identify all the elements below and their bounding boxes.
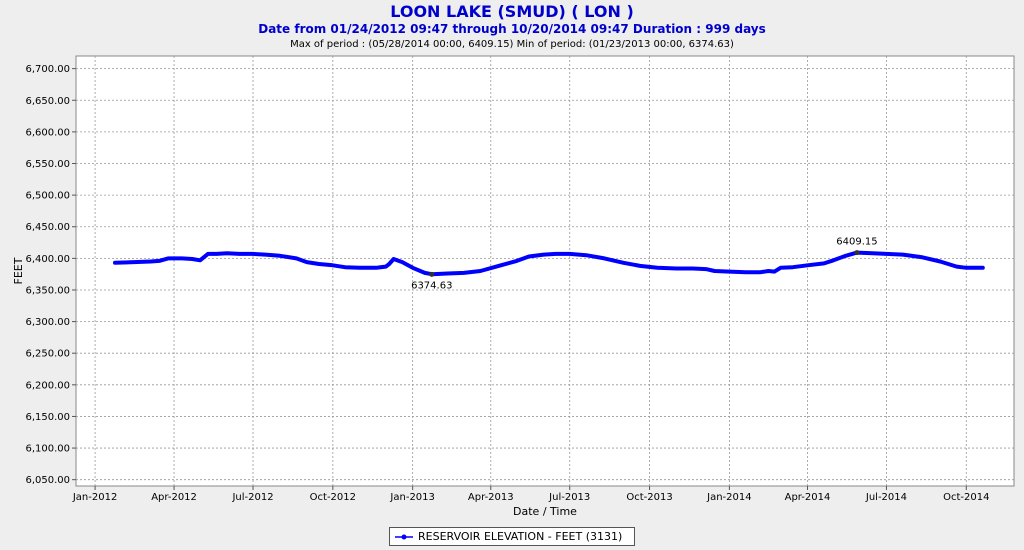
y-tick-label: 6,200.00: [25, 380, 70, 391]
y-tick-label: 6,700.00: [25, 64, 70, 75]
y-tick-label: 6,400.00: [25, 254, 70, 265]
x-axis-label: Date / Time: [513, 505, 577, 518]
x-tick-label: Jul-2012: [231, 492, 273, 503]
annotation-label: 6409.15: [836, 237, 877, 248]
x-tick-label: Jul-2014: [865, 492, 907, 503]
x-tick-label: Oct-2014: [943, 492, 989, 503]
x-tick-label: Oct-2013: [626, 492, 672, 503]
y-tick-label: 6,350.00: [25, 285, 70, 296]
x-tick-label: Jan-2014: [706, 492, 751, 503]
annotation-marker: [854, 250, 860, 256]
chart-title: LOON LAKE (SMUD) ( LON ): [390, 2, 634, 21]
y-tick-label: 6,450.00: [25, 222, 70, 233]
annotation-label: 6374.63: [411, 280, 452, 291]
y-tick-label: 6,150.00: [25, 412, 70, 423]
legend-series-marker: [395, 534, 413, 539]
y-tick-label: 6,050.00: [25, 475, 70, 486]
y-tick-label: 6,500.00: [25, 191, 70, 202]
chart-subtitle: Date from 01/24/2012 09:47 through 10/20…: [258, 22, 766, 36]
x-tick-label: Jul-2013: [548, 492, 590, 503]
y-tick-label: 6,650.00: [25, 96, 70, 107]
series-layer: [113, 250, 985, 277]
x-tick-label: Jan-2013: [389, 492, 434, 503]
plot-area: [75, 55, 1015, 487]
y-tick-label: 6,550.00: [25, 159, 70, 170]
period-stats: Max of period : (05/28/2014 00:00, 6409.…: [290, 39, 734, 50]
y-tick-label: 6,600.00: [25, 127, 70, 138]
x-tick-label: Jan-2012: [72, 492, 117, 503]
annotation-layer: 6409.15 6374.63: [411, 237, 878, 292]
series-line-reservoir-elevation: [113, 250, 985, 277]
y-tick-labels: 6,050.00 6,100.00 6,150.00 6,200.00 6,250.00…: [25, 64, 70, 486]
x-tick-label: Apr-2012: [151, 492, 197, 503]
y-tick-label: 6,100.00: [25, 444, 70, 455]
y-tick-label: 6,300.00: [25, 317, 70, 328]
y-axis-label: FEET: [12, 257, 25, 284]
annotation-marker: [429, 271, 435, 277]
x-tick-label: Apr-2013: [468, 492, 514, 503]
x-tick-label: Oct-2012: [310, 492, 356, 503]
y-tick-label: 6,250.00: [25, 349, 70, 360]
chart-canvas: 6,050.00 6,100.00 6,150.00 6,200.00 6,250.00…: [12, 55, 1015, 518]
legend: RESERVOIR ELEVATION - FEET (3131): [389, 527, 635, 546]
x-tick-label: Apr-2014: [785, 492, 831, 503]
x-tick-labels: Jan-2012 Apr-2012 Jul-2012 Oct-2012 Jan-2013…: [72, 492, 990, 503]
grid-lines: [72, 56, 1014, 490]
legend-series-label: RESERVOIR ELEVATION - FEET (3131): [418, 530, 623, 543]
